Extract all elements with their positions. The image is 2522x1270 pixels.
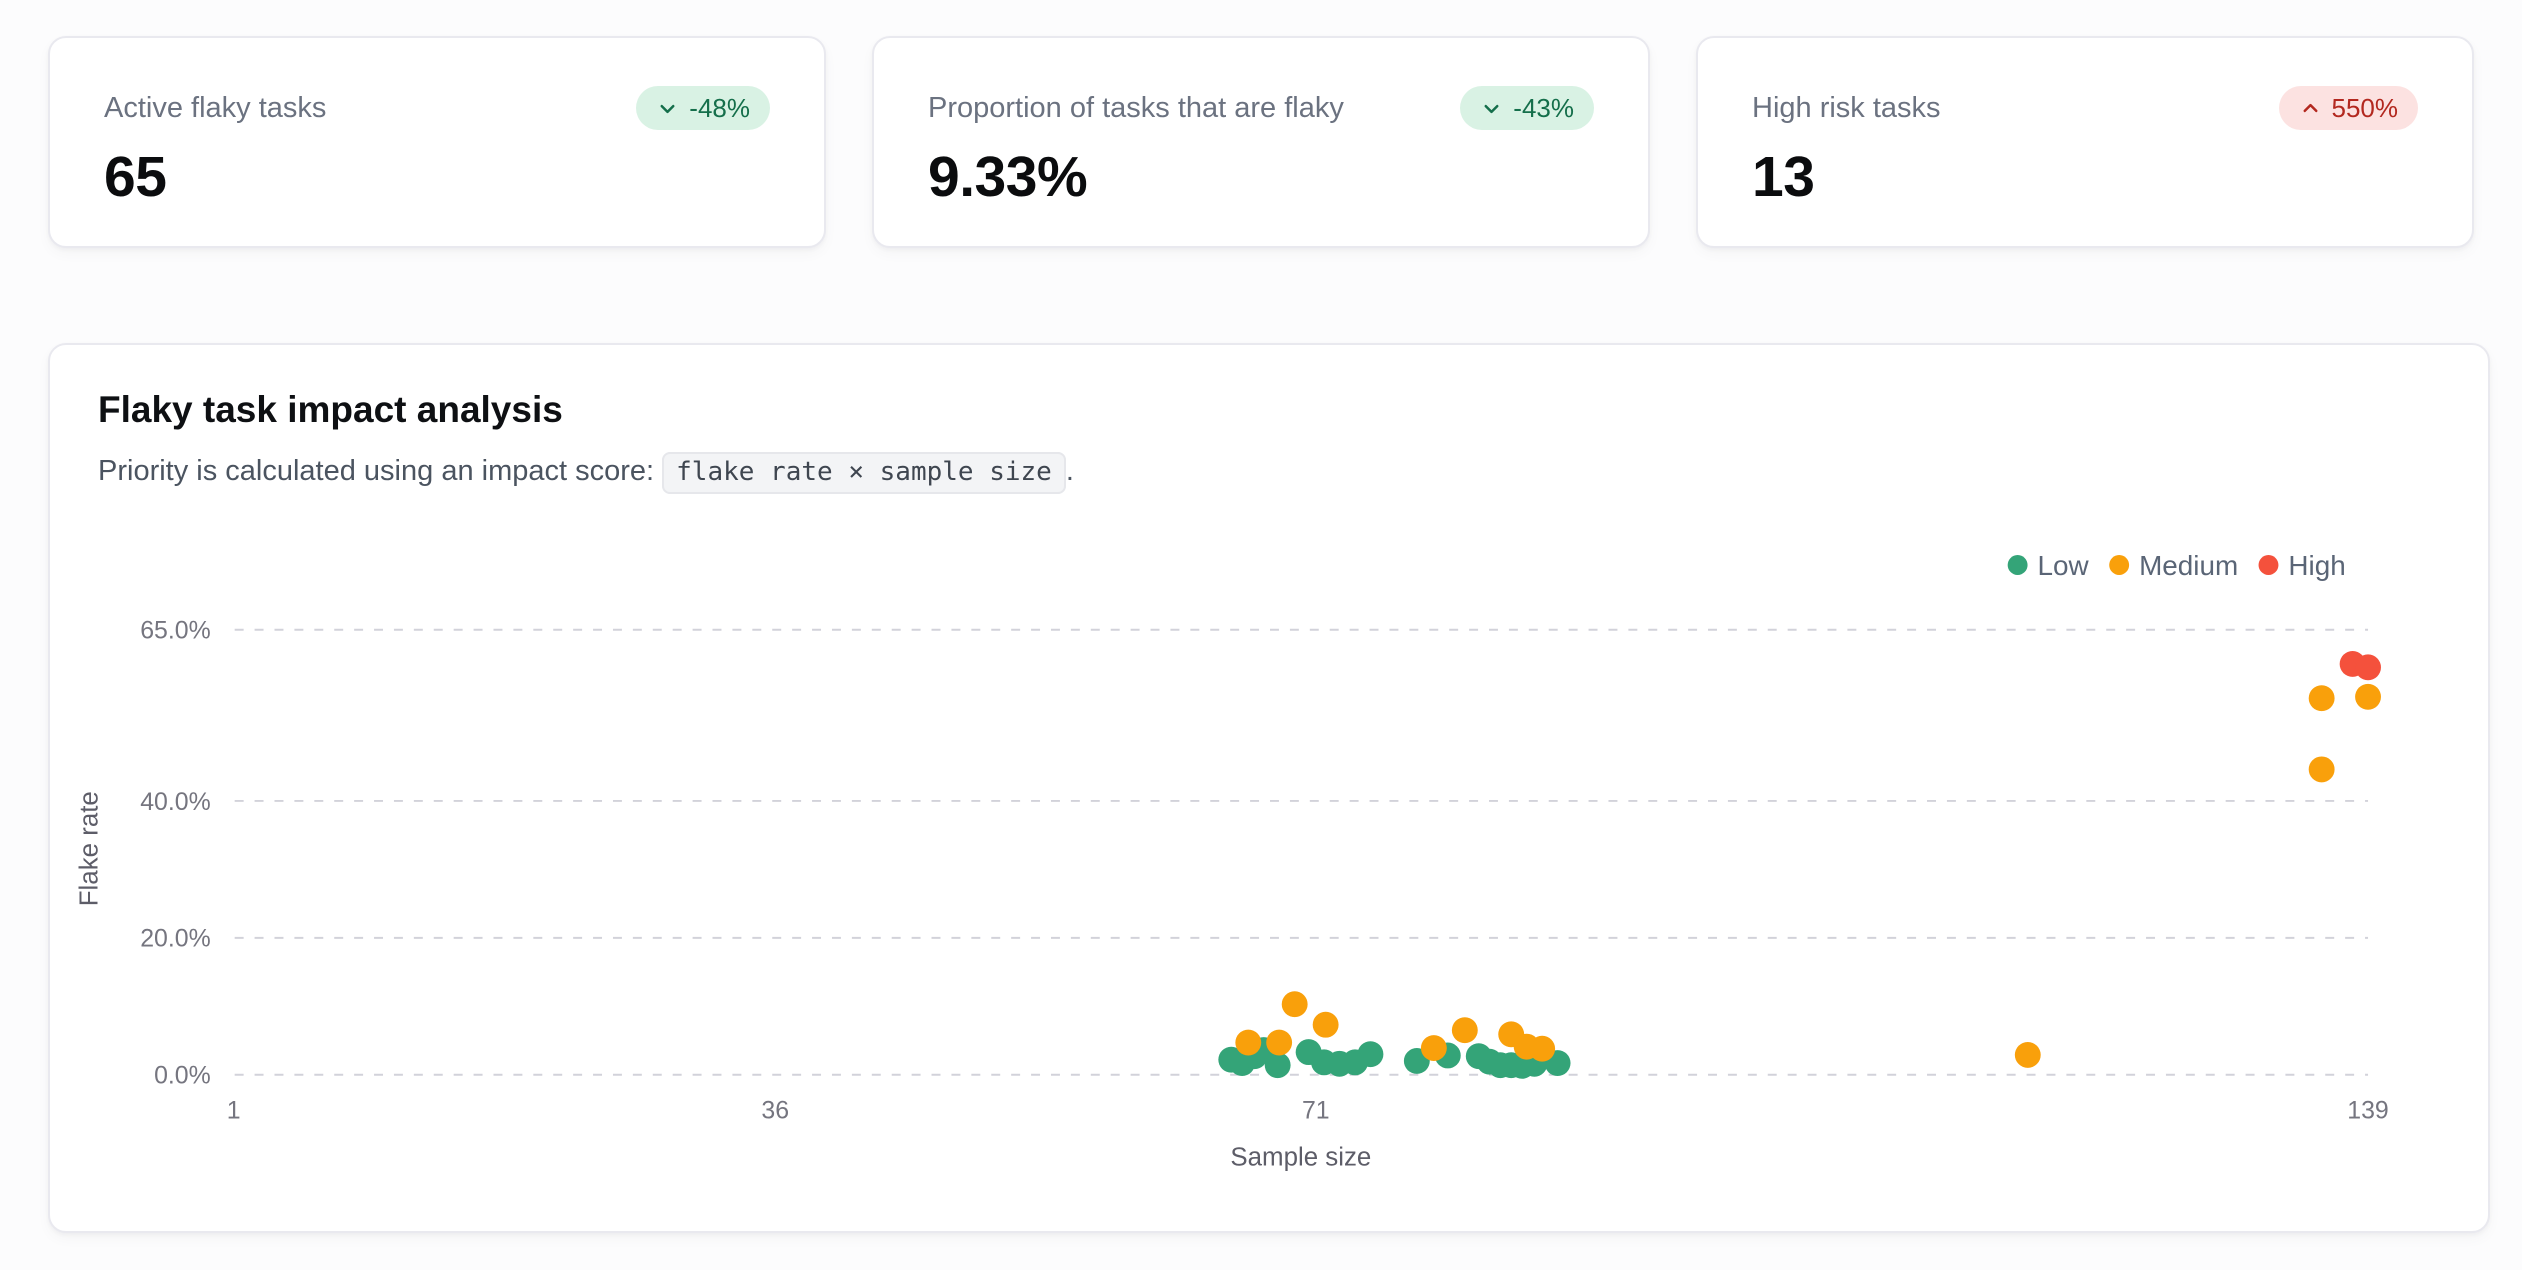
- data-point-medium[interactable]: [2355, 683, 2381, 710]
- stat-head: Active flaky tasks -48%: [104, 86, 770, 130]
- data-point-medium[interactable]: [1312, 1011, 1339, 1038]
- chevron-down-icon: [660, 104, 675, 113]
- stat-card-proportion-flaky: Proportion of tasks that are flaky -43% …: [872, 36, 1650, 248]
- x-tick-1: 1: [227, 1097, 241, 1125]
- stat-card-active-flaky-tasks: Active flaky tasks -48% 65: [48, 36, 826, 248]
- stat-label: High risk tasks: [1752, 91, 1941, 124]
- legend-item-medium[interactable]: Medium: [2109, 550, 2238, 581]
- delta-badge: -48%: [636, 86, 770, 130]
- chart-title: Flaky task impact analysis: [98, 389, 563, 430]
- chevron-down-icon: [1484, 104, 1499, 113]
- delta-badge: 550%: [2278, 86, 2418, 130]
- x-tick-71: 71: [1302, 1097, 1330, 1125]
- data-point-medium[interactable]: [1281, 991, 1308, 1018]
- data-point-medium[interactable]: [2308, 685, 2335, 712]
- y-axis-ticks: 65.0% 40.0% 20.0% 0.0%: [140, 617, 211, 1090]
- delta-value: 550%: [2331, 93, 2399, 123]
- stat-value: 9.33%: [928, 145, 1088, 209]
- y-tick-65: 65.0%: [140, 617, 211, 645]
- subtitle-text: Priority is calculated using an impact s…: [98, 455, 663, 487]
- x-tick-139: 139: [2347, 1097, 2389, 1125]
- subtitle-suffix: .: [1065, 455, 1074, 487]
- y-tick-0: 0.0%: [154, 1062, 211, 1090]
- stat-head: High risk tasks 550%: [1752, 86, 2418, 130]
- stat-value: 13: [1752, 145, 1815, 209]
- chevron-up-icon: [2303, 103, 2317, 112]
- stat-head: Proportion of tasks that are flaky -43%: [928, 86, 1594, 130]
- legend-item-low[interactable]: Low: [2007, 550, 2090, 581]
- stat-label: Proportion of tasks that are flaky: [928, 91, 1344, 124]
- data-point-medium[interactable]: [1420, 1035, 1447, 1061]
- scatter-points: [1218, 651, 2381, 1079]
- legend-dot-low: [2007, 555, 2028, 575]
- legend-label-medium: Medium: [2139, 550, 2238, 581]
- dashboard: Active flaky tasks -48% 65 Proportion of…: [48, 36, 2490, 1233]
- data-point-medium[interactable]: [1451, 1017, 1478, 1044]
- data-point-medium[interactable]: [1235, 1029, 1262, 1056]
- delta-value: -43%: [1513, 93, 1574, 123]
- y-tick-20: 20.0%: [140, 924, 211, 952]
- data-point-high[interactable]: [2355, 654, 2381, 681]
- legend-item-high[interactable]: High: [2258, 550, 2346, 581]
- stat-value: 65: [104, 145, 167, 209]
- x-tick-36: 36: [761, 1097, 789, 1125]
- delta-badge: -43%: [1460, 86, 1594, 130]
- y-axis-title: Flake rate: [75, 791, 103, 906]
- legend-label-low: Low: [2038, 550, 2090, 581]
- chart-legend: Low Medium High: [2007, 550, 2346, 581]
- chart-subtitle: Priority is calculated using an impact s…: [98, 452, 2440, 494]
- x-axis-ticks: 1 36 71 139: [227, 1097, 2389, 1125]
- data-point-low[interactable]: [1264, 1052, 1291, 1079]
- stat-label: Active flaky tasks: [104, 91, 327, 124]
- x-axis-title: Sample size: [1230, 1143, 1371, 1171]
- data-point-medium[interactable]: [2014, 1041, 2041, 1068]
- impact-formula-chip: flake rate × sample size: [662, 452, 1066, 494]
- flaky-impact-analysis-card: Flaky task impact analysis Priority is c…: [48, 343, 2490, 1233]
- data-point-low[interactable]: [1357, 1041, 1384, 1068]
- data-point-medium[interactable]: [1529, 1035, 1556, 1062]
- data-point-medium[interactable]: [2308, 756, 2335, 783]
- delta-value: -48%: [689, 93, 750, 123]
- y-tick-40: 40.0%: [140, 788, 211, 816]
- stats-row: Active flaky tasks -48% 65 Proportion of…: [48, 36, 2474, 248]
- legend-dot-medium: [2109, 555, 2130, 575]
- legend-dot-high: [2258, 555, 2279, 575]
- data-point-medium[interactable]: [1266, 1029, 1293, 1056]
- stat-card-high-risk-tasks: High risk tasks 550% 13: [1696, 36, 2474, 248]
- legend-label-high: High: [2288, 550, 2345, 581]
